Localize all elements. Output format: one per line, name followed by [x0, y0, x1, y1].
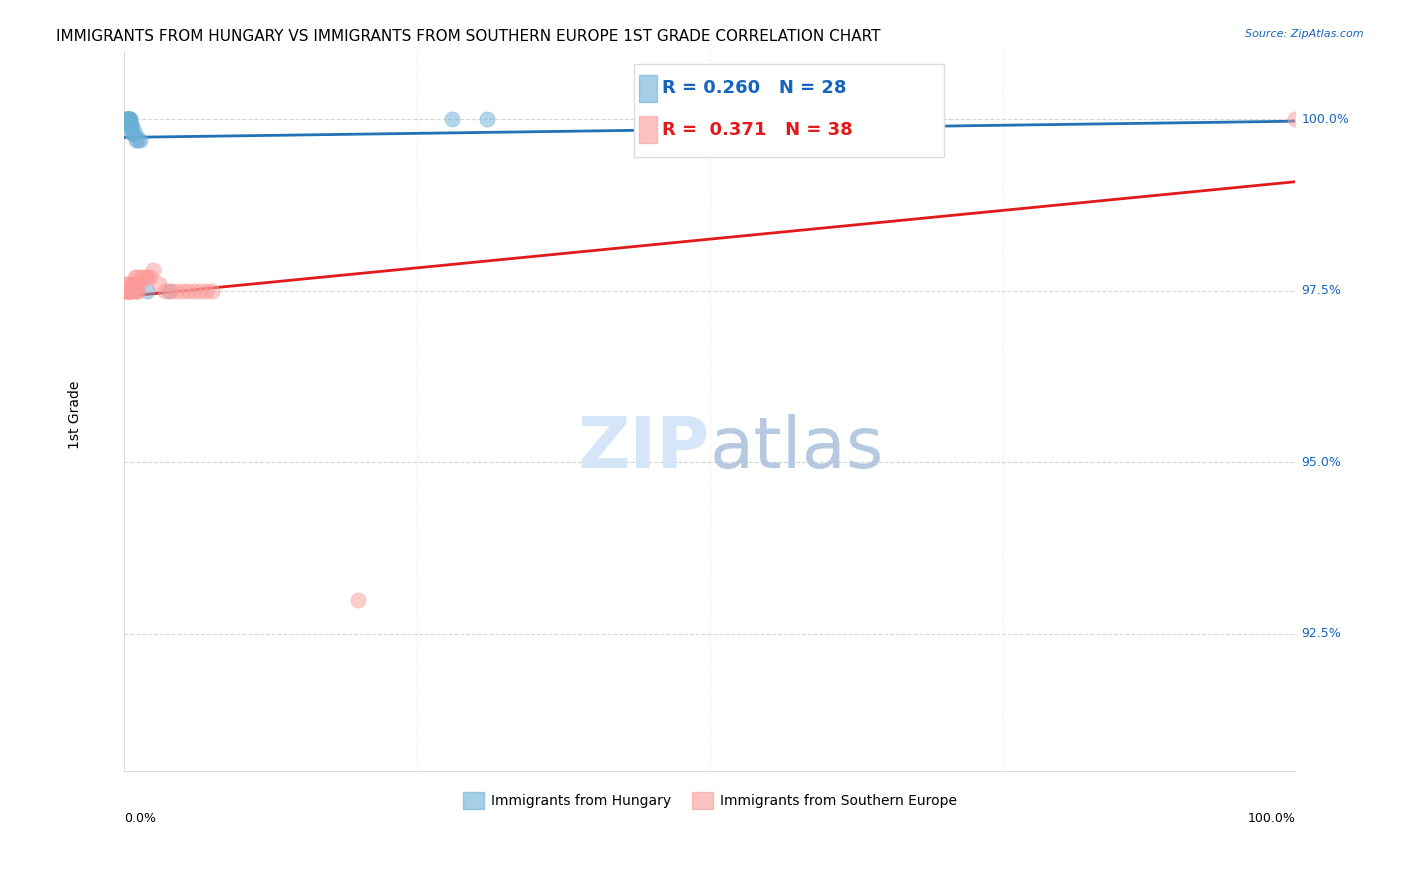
Point: [125, 284, 148, 298]
Point: [120, 119, 142, 133]
Point: [118, 284, 141, 298]
Point: [136, 270, 159, 285]
Point: [118, 119, 141, 133]
Text: R = 0.260   N = 28: R = 0.260 N = 28: [662, 79, 846, 97]
Point: [172, 284, 194, 298]
Point: [117, 112, 139, 127]
Point: [165, 284, 187, 298]
Point: [1284, 112, 1306, 127]
Point: [121, 126, 143, 140]
Point: [118, 112, 141, 127]
Point: [121, 284, 143, 298]
Point: [122, 126, 145, 140]
Point: [139, 270, 162, 285]
Point: [440, 112, 463, 127]
Point: [124, 126, 146, 140]
Point: [118, 119, 141, 133]
Legend: Immigrants from Hungary, Immigrants from Southern Europe: Immigrants from Hungary, Immigrants from…: [457, 787, 962, 814]
Point: [125, 270, 148, 285]
Point: [127, 133, 149, 147]
Point: [122, 277, 145, 291]
Bar: [640, 116, 657, 144]
Point: [120, 284, 142, 298]
Text: atlas: atlas: [710, 414, 884, 483]
Point: [115, 112, 138, 127]
Point: [118, 277, 141, 291]
Text: 1st Grade: 1st Grade: [67, 380, 82, 449]
Point: [120, 119, 142, 133]
Point: [118, 112, 141, 127]
Point: [115, 277, 138, 291]
Point: [121, 277, 143, 291]
Text: 0.0%: 0.0%: [124, 813, 156, 825]
Point: [118, 112, 141, 127]
Point: [121, 126, 143, 140]
FancyBboxPatch shape: [634, 64, 943, 157]
Point: [124, 270, 146, 285]
Point: [127, 284, 149, 298]
Point: [125, 133, 148, 147]
Point: [347, 592, 370, 607]
Point: [121, 119, 143, 133]
Point: [128, 277, 150, 291]
Text: Source: ZipAtlas.com: Source: ZipAtlas.com: [1246, 29, 1364, 38]
Point: [117, 112, 139, 127]
Text: 92.5%: 92.5%: [1302, 627, 1341, 640]
Point: [136, 284, 159, 298]
Text: 95.0%: 95.0%: [1302, 456, 1341, 469]
Point: [188, 284, 211, 298]
Point: [117, 112, 139, 127]
Point: [142, 263, 165, 277]
Point: [115, 284, 138, 298]
Point: [134, 270, 156, 285]
Point: [125, 284, 148, 298]
Point: [177, 284, 200, 298]
Point: [117, 112, 139, 127]
Point: [114, 284, 136, 298]
Point: [201, 284, 224, 298]
Text: R =  0.371   N = 38: R = 0.371 N = 38: [662, 120, 852, 138]
Text: ZIP: ZIP: [578, 414, 710, 483]
Point: [117, 284, 139, 298]
Point: [183, 284, 205, 298]
Text: 100.0%: 100.0%: [1302, 112, 1350, 126]
Point: [118, 284, 141, 298]
Point: [129, 133, 152, 147]
Point: [117, 284, 139, 298]
Point: [115, 112, 138, 127]
Point: [118, 284, 141, 298]
Bar: [640, 75, 657, 103]
Text: 100.0%: 100.0%: [1247, 813, 1295, 825]
Point: [195, 284, 218, 298]
Point: [118, 112, 141, 127]
Text: IMMIGRANTS FROM HUNGARY VS IMMIGRANTS FROM SOUTHERN EUROPE 1ST GRADE CORRELATION: IMMIGRANTS FROM HUNGARY VS IMMIGRANTS FR…: [56, 29, 880, 44]
Point: [118, 112, 141, 127]
Point: [131, 270, 153, 285]
Point: [120, 284, 142, 298]
Text: 97.5%: 97.5%: [1302, 285, 1341, 297]
Point: [115, 112, 138, 127]
Point: [157, 284, 180, 298]
Point: [153, 284, 176, 298]
Point: [148, 277, 170, 291]
Point: [160, 284, 183, 298]
Point: [115, 284, 138, 298]
Point: [475, 112, 498, 127]
